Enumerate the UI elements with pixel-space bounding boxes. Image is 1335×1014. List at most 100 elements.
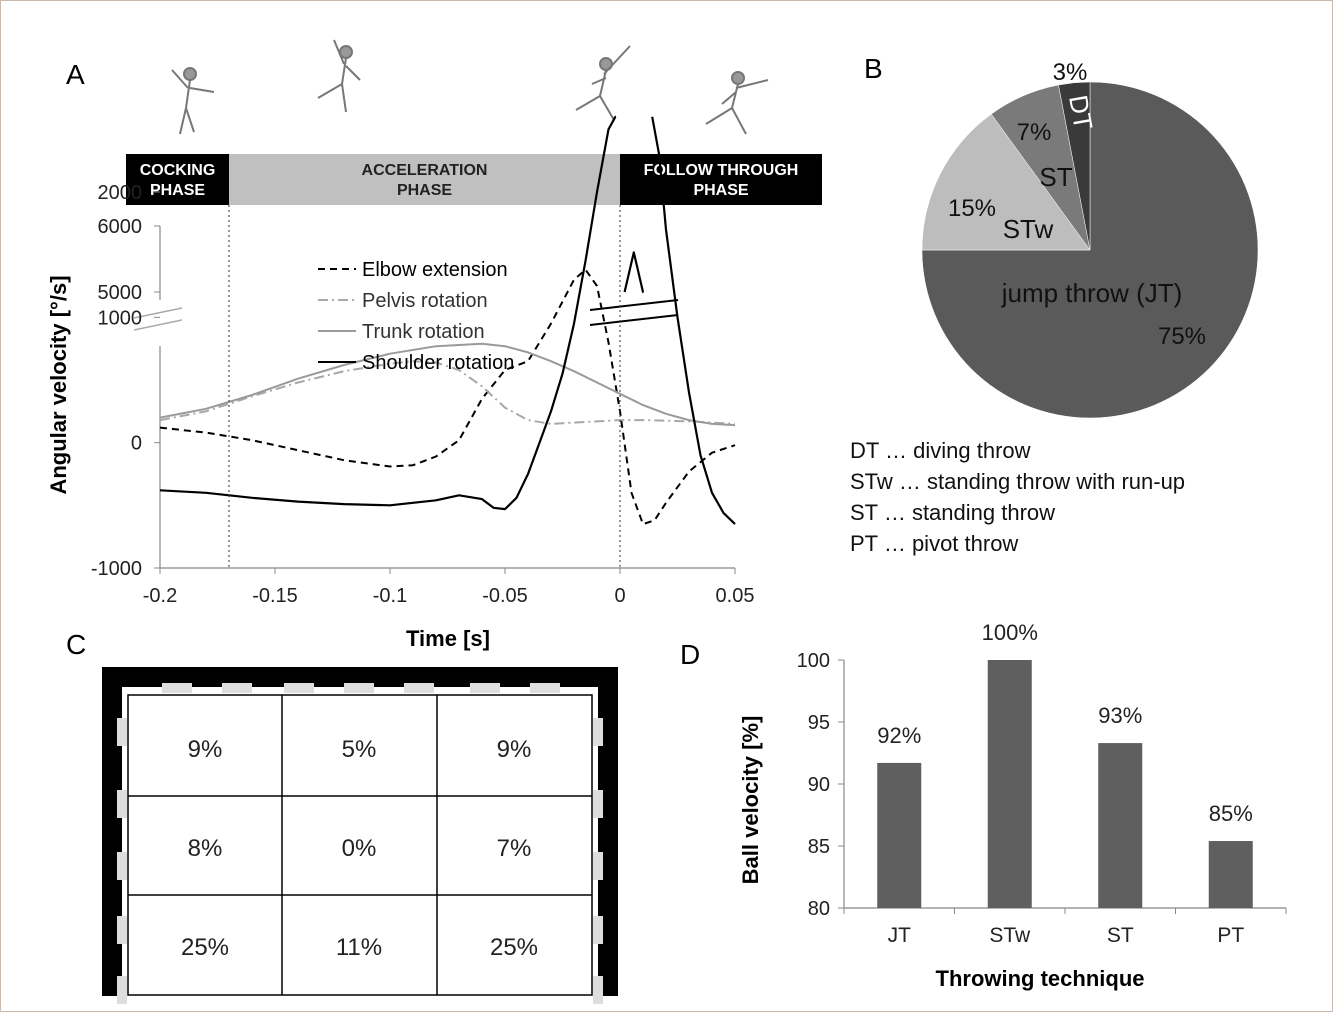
goal-frame: [102, 667, 618, 996]
x-axis-label: Time [s]: [406, 626, 490, 651]
goal-cell-value: 8%: [188, 835, 223, 862]
panel-b-pie-chart: jump throw (JT) 75% 15% STw 7% ST 3% DT …: [850, 59, 1259, 556]
pie-pct-dt: 3%: [1053, 59, 1088, 86]
series-line-elbow-extension: [159, 268, 736, 526]
goal-area: [127, 694, 593, 996]
pie-legend-item: STw … standing throw with run-up: [850, 469, 1185, 494]
panel-a-line-chart: COCKING PHASE ACCELERATION PHASE FOLLOW THRO…: [46, 39, 822, 651]
pie-label-jt: jump throw (JT): [1001, 278, 1183, 308]
phase-bar: COCKING PHASE ACCELERATION PHASE FOLLOW THRO…: [126, 154, 822, 205]
bar-category-label: STw: [989, 924, 1031, 947]
stripe: [593, 852, 603, 880]
series-line-shoulder-rotation: [651, 116, 736, 525]
y-tick-label: 5000: [98, 282, 143, 304]
skeleton-figure-icon: [171, 67, 215, 135]
x-tick-label: 0.05: [716, 585, 755, 607]
phase-segment: [229, 154, 620, 205]
stripe: [593, 718, 603, 746]
legend-label-pelvis: Pelvis rotation: [362, 290, 488, 312]
pie-slice-stw: [921, 113, 1091, 251]
pie-label-dt: DT: [1063, 93, 1099, 132]
bar-value-label: 100%: [982, 620, 1038, 645]
pie-slice-dt: [1058, 81, 1091, 251]
bar-st: [1098, 743, 1143, 908]
legend-label-shoulder: Shoulder rotation: [362, 352, 514, 374]
x-tick-label: -0.05: [482, 585, 528, 607]
series-line-shoulder-rotation: [623, 251, 645, 294]
pie-legend-item: PT … pivot throw: [850, 531, 1018, 556]
legend-label-trunk: Trunk rotation: [362, 321, 485, 343]
x-axis-label-d: Throwing technique: [936, 966, 1145, 991]
phase-label: PHASE: [397, 182, 452, 199]
y-tick-label: 6000: [98, 216, 143, 238]
panel-d-bar-chart: 80 85 90 95 100 92% JT 100% STw 93% ST 85% PT Throw…: [738, 620, 1287, 991]
panel-label-b: B: [864, 53, 883, 84]
y-tick-label: 2000: [98, 182, 143, 204]
stripe: [593, 976, 603, 1004]
skeleton-figure-icon: [317, 39, 361, 113]
pie-pct-jt: 75%: [1158, 323, 1206, 350]
stripe: [117, 852, 127, 880]
bar-category-label: ST: [1107, 924, 1134, 947]
pie-legend: DT … diving throw STw … standing throw w…: [850, 438, 1185, 556]
stripe: [593, 790, 603, 818]
legend: Elbow extension Pelvis rotation Trunk ro…: [318, 259, 514, 374]
y-tick-label: 0: [131, 433, 142, 455]
bar-stw: [987, 660, 1032, 908]
y-tick-label-d: 95: [808, 712, 830, 734]
stripe: [117, 718, 127, 746]
y-tick-label-d: 100: [797, 650, 830, 672]
y-axis-label-d: Ball velocity [%]: [738, 716, 763, 885]
y-tick-label: 1000: [98, 307, 143, 329]
phase-label: PHASE: [693, 182, 748, 199]
pie-label-stw: STw: [1003, 214, 1054, 244]
panel-label-a: A: [66, 59, 85, 90]
goal-cell-value: 9%: [497, 736, 532, 763]
phase-segment: [126, 154, 229, 205]
y-axis-break: [133, 307, 183, 331]
y-tick-label-d: 80: [808, 898, 830, 920]
stripe: [222, 683, 252, 693]
y-tick-label: -1000: [91, 558, 142, 580]
goal-cell-value: 25%: [181, 934, 229, 961]
legend-label-elbow: Elbow extension: [362, 259, 508, 281]
series-line-shoulder-rotation: [159, 115, 617, 511]
series-line-trunk-rotation: [159, 342, 736, 427]
stripe: [117, 976, 127, 1004]
goal-cell-value: 0%: [342, 835, 377, 862]
stripe: [404, 683, 434, 693]
goal-grid-lines: [128, 695, 592, 995]
y-tick-label-d: 85: [808, 836, 830, 858]
pie-legend-item: ST … standing throw: [850, 500, 1055, 525]
bar-jt: [877, 762, 922, 908]
pie-pct-st: 7%: [1017, 119, 1052, 146]
goal-frame-stripes: [117, 683, 603, 1004]
pie-label-st: ST: [1039, 162, 1072, 192]
panel-c-goal-grid: 9% 5% 9% 8% 0% 7% 25% 11% 25%: [102, 667, 618, 1004]
goal-cell-value: 7%: [497, 835, 532, 862]
stripe: [162, 683, 192, 693]
stripe: [117, 916, 127, 944]
bar-category-label: JT: [888, 924, 912, 947]
x-tick-label: -0.1: [373, 585, 407, 607]
bar-value-label: 85%: [1209, 801, 1253, 826]
phase-label: PHASE: [150, 182, 205, 199]
x-tick-label: -0.2: [143, 585, 177, 607]
bar-pt: [1208, 841, 1253, 908]
stripe: [530, 683, 560, 693]
stripe: [117, 790, 127, 818]
y-axis-label: Angular velocity [°/s]: [46, 275, 71, 494]
curve-break: [589, 299, 679, 326]
stripe: [593, 916, 603, 944]
stripe: [284, 683, 314, 693]
y-tick-label-d: 90: [808, 774, 830, 796]
phase-label: FOLLOW THROUGH: [644, 162, 799, 179]
phase-label: ACCELERATION: [362, 162, 488, 179]
phase-segment: [620, 154, 822, 205]
skeleton-figure-icon: [575, 45, 631, 121]
skeleton-figure-icon: [705, 71, 769, 135]
bar-value-label: 92%: [877, 723, 921, 748]
panel-label-d: D: [680, 639, 700, 670]
